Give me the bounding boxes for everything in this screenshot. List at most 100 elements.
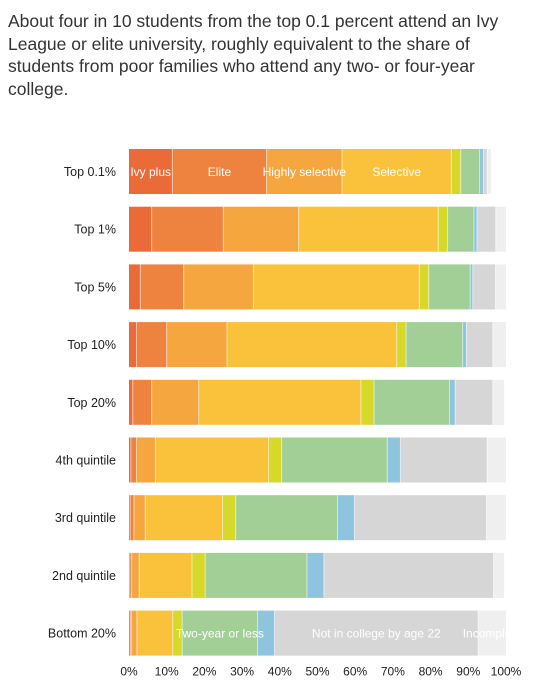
segment-separator	[222, 206, 224, 252]
segment-separator	[454, 379, 456, 425]
x-tick-label: 100%	[491, 665, 522, 679]
bar-segment	[274, 610, 479, 656]
segment-separator	[306, 552, 308, 598]
bar-segment	[268, 437, 282, 483]
category-labels-group: Top 0.1% Top 1% Top 5% Top 10% Top 20% 4th qu…	[48, 165, 116, 641]
bar-segment	[129, 495, 131, 541]
bar-segment	[479, 149, 484, 194]
x-tick-label: 60%	[343, 665, 367, 679]
segment-label: Incomplete	[463, 627, 522, 641]
bar-segment	[139, 552, 192, 598]
segment-separator	[450, 149, 452, 194]
bar-segment	[419, 264, 429, 310]
x-tick-label: 50%	[305, 665, 329, 679]
x-tick-label: 20%	[192, 665, 216, 679]
bar-segment	[129, 437, 131, 483]
bar-segment	[472, 264, 496, 310]
bar-segment	[281, 437, 388, 483]
bar-segment	[460, 149, 480, 194]
bar-segment	[462, 322, 467, 368]
segment-separator	[129, 552, 131, 598]
bar-segment	[451, 149, 461, 194]
segment-separator	[281, 437, 283, 483]
segment-label: Elite	[208, 165, 232, 179]
segment-separator	[130, 610, 132, 656]
segment-separator	[266, 149, 268, 194]
segment-separator	[136, 322, 138, 368]
bar-segment	[223, 206, 299, 252]
segment-separator	[462, 322, 464, 368]
bar-segment	[470, 264, 473, 310]
category-label: Top 1%	[74, 223, 116, 237]
bar-segment	[136, 437, 156, 483]
segment-separator	[172, 610, 174, 656]
segment-separator	[482, 149, 484, 194]
bar-segment	[447, 206, 474, 252]
segment-separator	[353, 495, 355, 541]
segment-separator	[486, 437, 488, 483]
segment-separator	[386, 437, 388, 483]
bar-segment	[387, 437, 401, 483]
segment-separator	[151, 379, 153, 425]
bar-segment	[136, 610, 173, 656]
category-label: 3rd quintile	[55, 511, 116, 525]
segment-separator	[191, 552, 193, 598]
segment-separator	[493, 552, 495, 598]
bar-segment	[129, 322, 137, 368]
category-label: 2nd quintile	[52, 569, 116, 583]
category-label: Top 10%	[67, 338, 116, 352]
bar-segment	[198, 379, 361, 425]
bar-segment	[129, 149, 173, 194]
bar-segment	[129, 264, 141, 310]
bar-segment	[495, 206, 506, 252]
bar-segment	[132, 379, 152, 425]
bar-segment	[130, 437, 137, 483]
segment-separator	[298, 206, 300, 252]
bar-segment	[298, 206, 439, 252]
segment-separator	[477, 610, 479, 656]
bar-segment	[449, 379, 456, 425]
category-label: 4th quintile	[56, 454, 117, 468]
segment-labels-group: Ivy plus Elite Highly selective Selective Tw…	[130, 165, 521, 641]
bar-segment	[130, 495, 134, 541]
bar-segment	[354, 495, 487, 541]
segment-separator	[129, 495, 131, 541]
segment-separator	[447, 206, 449, 252]
bar-segment	[360, 379, 375, 425]
segment-separator	[139, 264, 141, 310]
bar-segment	[266, 149, 343, 194]
bar-segment	[486, 495, 506, 541]
segment-separator	[171, 149, 173, 194]
segment-separator	[460, 149, 462, 194]
bar-segment	[130, 610, 132, 656]
segment-label: Highly selective	[263, 165, 347, 179]
x-tick-label: 40%	[268, 665, 292, 679]
bar-segment	[172, 610, 183, 656]
segment-separator	[274, 610, 276, 656]
bar-segment	[438, 206, 448, 252]
segment-separator	[198, 379, 200, 425]
x-tick-label: 80%	[419, 665, 443, 679]
category-label: Top 20%	[67, 396, 116, 410]
bar-segment	[151, 379, 199, 425]
bar-segment	[172, 149, 267, 194]
bar-segment	[227, 322, 397, 368]
bar-segment	[129, 379, 133, 425]
segment-separator	[373, 379, 375, 425]
segment-label: Two-year or less	[176, 627, 264, 641]
segment-separator	[492, 322, 494, 368]
bar-segment	[129, 552, 132, 598]
bar-segment	[406, 322, 463, 368]
category-label: Bottom 20%	[48, 627, 116, 641]
segment-separator	[222, 495, 223, 541]
bar-segment	[342, 149, 452, 194]
segment-separator	[418, 264, 420, 310]
x-tick-label: 70%	[381, 665, 405, 679]
segment-separator	[131, 552, 133, 598]
segment-separator	[133, 495, 135, 541]
bar-segment	[492, 322, 507, 368]
bar-segment	[306, 552, 324, 598]
bar-segment	[396, 322, 407, 368]
bar-segment	[133, 495, 146, 541]
segment-separator	[129, 610, 131, 656]
